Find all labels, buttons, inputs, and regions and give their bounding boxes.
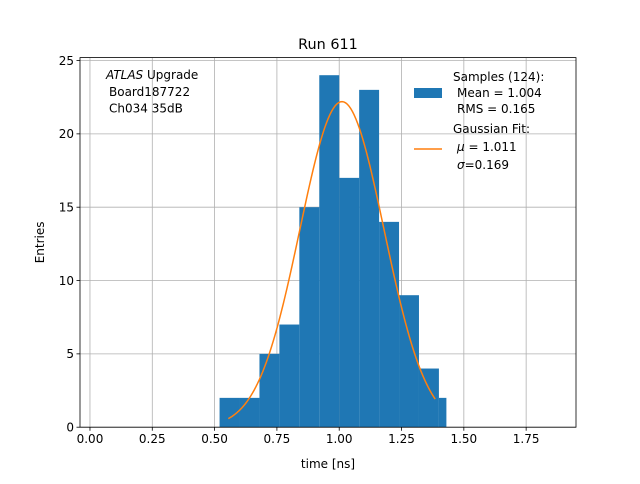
histogram-bar — [279, 324, 300, 428]
y-tick-label: 5 — [66, 347, 74, 361]
y-axis-ticks: 0 5 10 15 20 25 — [59, 54, 80, 435]
histogram-bars — [219, 75, 447, 428]
atlas-label: ATLAS — [105, 68, 144, 82]
y-tick-label: 20 — [59, 127, 74, 141]
legend: Samples (124): Mean = 1.004 RMS = 0.165 … — [414, 70, 544, 172]
plot-frame — [79, 57, 577, 428]
x-tick-label: 0.50 — [201, 432, 228, 446]
x-tick-label: 1.00 — [326, 432, 353, 446]
histogram-bar — [219, 397, 240, 428]
legend-fit-sigma-symbol: σ — [457, 158, 465, 172]
histogram-bar — [299, 207, 320, 428]
histogram-bar — [418, 368, 439, 428]
legend-hist-mean: Mean = 1.004 — [457, 86, 542, 100]
legend-hist-swatch — [414, 88, 442, 98]
x-axis-label: time [ns] — [301, 457, 355, 471]
histogram-bar — [438, 397, 447, 428]
svg-text:ATLAS Upgrade: ATLAS Upgrade — [105, 68, 198, 82]
svg-text:σ=0.169: σ=0.169 — [457, 158, 509, 172]
histogram-bar — [399, 295, 419, 428]
histogram-bar — [239, 397, 260, 428]
channel-label: Ch034 35dB — [109, 102, 183, 116]
legend-hist-name: Samples (124): — [453, 70, 544, 84]
x-tick-label: 1.50 — [450, 432, 477, 446]
upgrade-label: Upgrade — [143, 68, 198, 82]
x-tick-label: 0.25 — [139, 432, 166, 446]
legend-fit-mu: = 1.011 — [465, 140, 517, 154]
x-tick-label: 1.25 — [388, 432, 415, 446]
legend-hist-rms: RMS = 0.165 — [457, 102, 535, 116]
y-tick-label: 10 — [59, 274, 74, 288]
atlas-annotation: ATLAS Upgrade Board187722 Ch034 35dB — [105, 68, 198, 116]
chart-title: Run 611 — [298, 37, 358, 53]
legend-fit-sigma: =0.169 — [465, 158, 509, 172]
y-tick-label: 25 — [59, 54, 74, 68]
gaussian-fit-line — [227, 100, 436, 420]
y-tick-label: 15 — [59, 201, 74, 215]
histogram-bar — [259, 353, 280, 428]
gaussian-fit — [227, 100, 436, 420]
x-tick-label: 0.75 — [264, 432, 291, 446]
histogram-bar — [359, 89, 380, 428]
x-tick-label: 0.00 — [77, 432, 104, 446]
histogram-bar — [319, 75, 340, 428]
legend-fit-name: Gaussian Fit: — [453, 122, 530, 136]
board-label: Board187722 — [109, 85, 190, 99]
legend-fit-mu-symbol: μ — [456, 140, 465, 154]
x-axis-ticks: 0.00 0.25 0.50 0.75 1.00 1.25 1.50 1.75 — [77, 427, 540, 446]
y-axis-label: Entries — [33, 222, 47, 264]
x-tick-label: 1.75 — [513, 432, 540, 446]
y-tick-label: 0 — [66, 421, 74, 435]
svg-text:μ = 1.011: μ = 1.011 — [456, 140, 517, 154]
histogram-bar — [339, 177, 360, 428]
